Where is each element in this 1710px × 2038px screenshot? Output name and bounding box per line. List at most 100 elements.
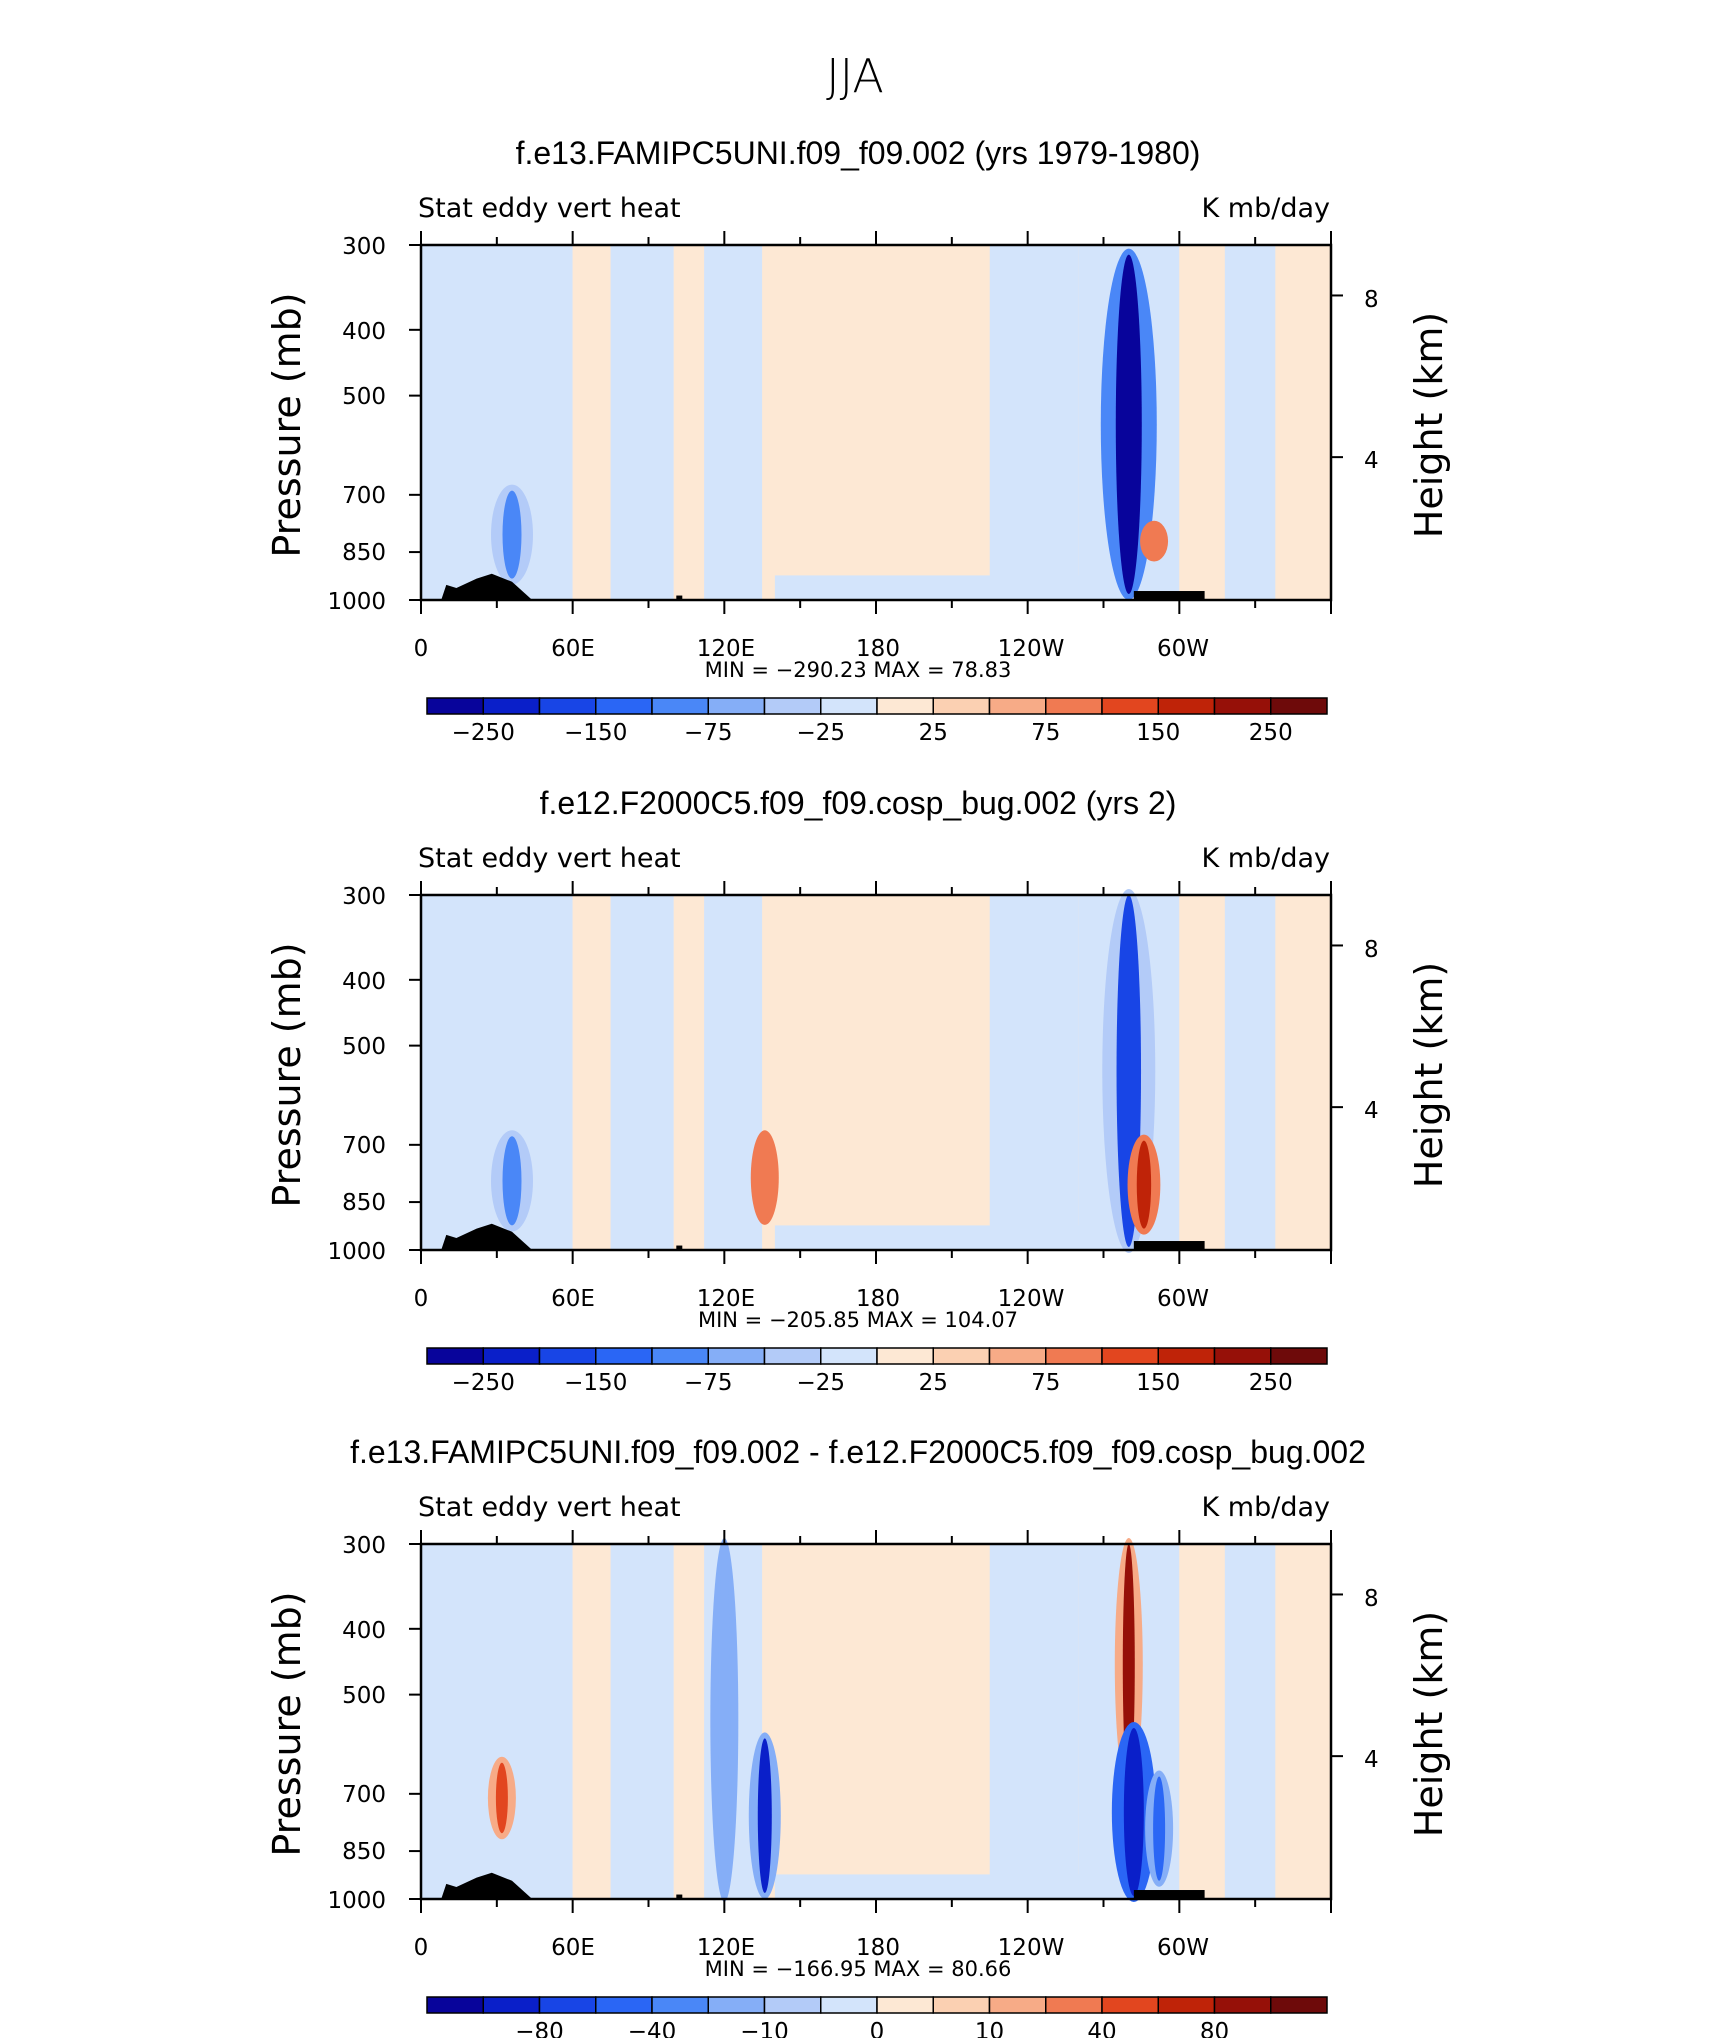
colorbar-tick-label: 250 <box>1249 720 1293 746</box>
colorbar-swatch <box>932 1996 991 2014</box>
colorbar-tick-label: 250 <box>1249 1370 1293 1396</box>
pressure-ticks: 300 400 500 700 850 1000 <box>327 1533 386 1914</box>
tick-label-120W: 120W <box>998 1286 1065 1312</box>
colorbar-tick-label: −250 <box>452 1370 515 1396</box>
contour-band <box>572 1544 611 1899</box>
colorbar-swatch <box>820 1996 878 2014</box>
colorbar-swatch <box>1157 1996 1216 2014</box>
colorbar-swatch <box>482 697 541 715</box>
contour-band <box>989 245 1079 600</box>
contour-band <box>1179 1544 1225 1899</box>
terrain-mask <box>441 573 533 600</box>
tick-label-4km: 4 <box>1364 1098 1379 1124</box>
contour-band <box>572 245 611 600</box>
colorbar-tick-label: 25 <box>919 720 948 746</box>
colorbar: −250 −150 −75 −25 25 75 150 250 <box>426 697 1328 746</box>
tick-label-120W: 120W <box>998 1935 1065 1961</box>
tick-label-400: 400 <box>342 969 386 995</box>
contour-plot <box>409 1530 1343 1913</box>
colorbar-tick-label: −80 <box>515 2019 564 2038</box>
colorbar-tick-label: 0 <box>870 2019 885 2038</box>
longitude-ticks: 0 60E 120E 180 120W 60W <box>414 1286 1209 1312</box>
tick-label-4km: 4 <box>1364 448 1379 474</box>
contour-plot <box>409 881 1343 1264</box>
contour-band <box>762 1544 990 1899</box>
colorbar-swatch <box>763 697 822 715</box>
tick-label-1000: 1000 <box>327 589 386 615</box>
contour-band <box>673 245 705 600</box>
tick-label-300: 300 <box>342 1533 386 1559</box>
tick-label-180: 180 <box>856 1286 900 1312</box>
tick-label-1000: 1000 <box>327 1239 386 1265</box>
terrain-mask <box>441 1223 533 1250</box>
colorbar-swatch <box>820 697 878 715</box>
contour-band <box>610 245 674 600</box>
tick-label-700: 700 <box>342 1782 386 1808</box>
tick-label-8km: 8 <box>1364 287 1379 313</box>
contour-feature <box>1136 1140 1152 1229</box>
tick-label-120E: 120E <box>697 1935 755 1961</box>
tick-label-8km: 8 <box>1364 1586 1379 1612</box>
contour-band <box>1275 245 1331 600</box>
tick-label-700: 700 <box>342 483 386 509</box>
tick-label-850: 850 <box>342 540 386 566</box>
colorbar-swatch <box>707 1996 766 2014</box>
contour-band <box>1224 1544 1276 1899</box>
panel-3: f.e13.FAMIPC5UNI.f09_f09.002 - f.e12.F20… <box>265 1434 1451 2038</box>
tick-label-300: 300 <box>342 884 386 910</box>
colorbar-tick-label: 10 <box>975 2019 1004 2038</box>
min-max-readout: MIN = −290.23 MAX = 78.83 <box>705 658 1012 682</box>
tick-label-60E: 60E <box>551 636 595 662</box>
colorbar-swatch <box>538 1347 597 1365</box>
colorbar-tick-label: 150 <box>1136 1370 1180 1396</box>
colorbar-tick-label: −150 <box>564 720 627 746</box>
pressure-ticks: 300 400 500 700 850 1000 <box>327 884 386 1265</box>
y-axis-label: Pressure (mb) <box>265 1591 309 1856</box>
tick-label-60E: 60E <box>551 1286 595 1312</box>
contour-band <box>1179 245 1225 600</box>
colorbar-swatch <box>1045 697 1103 715</box>
units-label: K mb/day <box>1202 193 1331 224</box>
contour-band <box>1275 895 1331 1250</box>
contour-feature <box>1153 1776 1166 1881</box>
longitude-ticks: 0 60E 120E 180 120W 60W <box>414 636 1209 662</box>
colorbar-swatch <box>1045 1347 1103 1365</box>
colorbar-swatch <box>1101 697 1159 715</box>
terrain-mask <box>441 1872 533 1899</box>
contour-band <box>762 895 990 1250</box>
tick-label-8km: 8 <box>1364 937 1379 963</box>
colorbar-swatch <box>595 697 653 715</box>
contour-band <box>704 245 763 600</box>
colorbar-tick-label: −40 <box>628 2019 677 2038</box>
y2-axis-label: Height (km) <box>1407 962 1451 1188</box>
colorbar-tick-label: −25 <box>796 1370 845 1396</box>
contour-feature <box>1123 1728 1144 1897</box>
colorbar-swatch <box>876 697 934 715</box>
colorbar-swatch <box>1270 1996 1328 2014</box>
colorbar-swatch <box>932 1347 991 1365</box>
colorbar-swatch <box>426 1347 484 1365</box>
tick-label-60W: 60W <box>1157 636 1209 662</box>
panel-title: f.e13.FAMIPC5UNI.f09_f09.002 - f.e12.F20… <box>350 1434 1366 1470</box>
colorbar-swatch <box>1270 1347 1328 1365</box>
terrain-mask <box>1133 591 1205 600</box>
colorbar-swatch <box>988 1347 1047 1365</box>
terrain-mask <box>676 1894 683 1899</box>
panel-title: f.e12.F2000C5.f09_f09.cosp_bug.002 (yrs … <box>540 785 1177 821</box>
contour-band <box>673 1544 705 1899</box>
y2-axis-label: Height (km) <box>1407 1611 1451 1837</box>
tick-label-60W: 60W <box>1157 1286 1209 1312</box>
contour-plot <box>409 231 1343 614</box>
terrain-mask <box>1133 1890 1205 1899</box>
contour-band <box>673 895 705 1250</box>
contour-band <box>774 1874 1104 1899</box>
contour-feature <box>502 1136 522 1226</box>
contour-band <box>421 1544 573 1899</box>
colorbar-tick-label: 150 <box>1136 720 1180 746</box>
colorbar-swatch <box>763 1996 822 2014</box>
colorbar: −80 −40 −10 0 10 40 80 <box>426 1996 1328 2038</box>
colorbar-tick-label: −250 <box>452 720 515 746</box>
panel-title: f.e13.FAMIPC5UNI.f09_f09.002 (yrs 1979-1… <box>516 135 1201 171</box>
tick-label-120E: 120E <box>697 1286 755 1312</box>
